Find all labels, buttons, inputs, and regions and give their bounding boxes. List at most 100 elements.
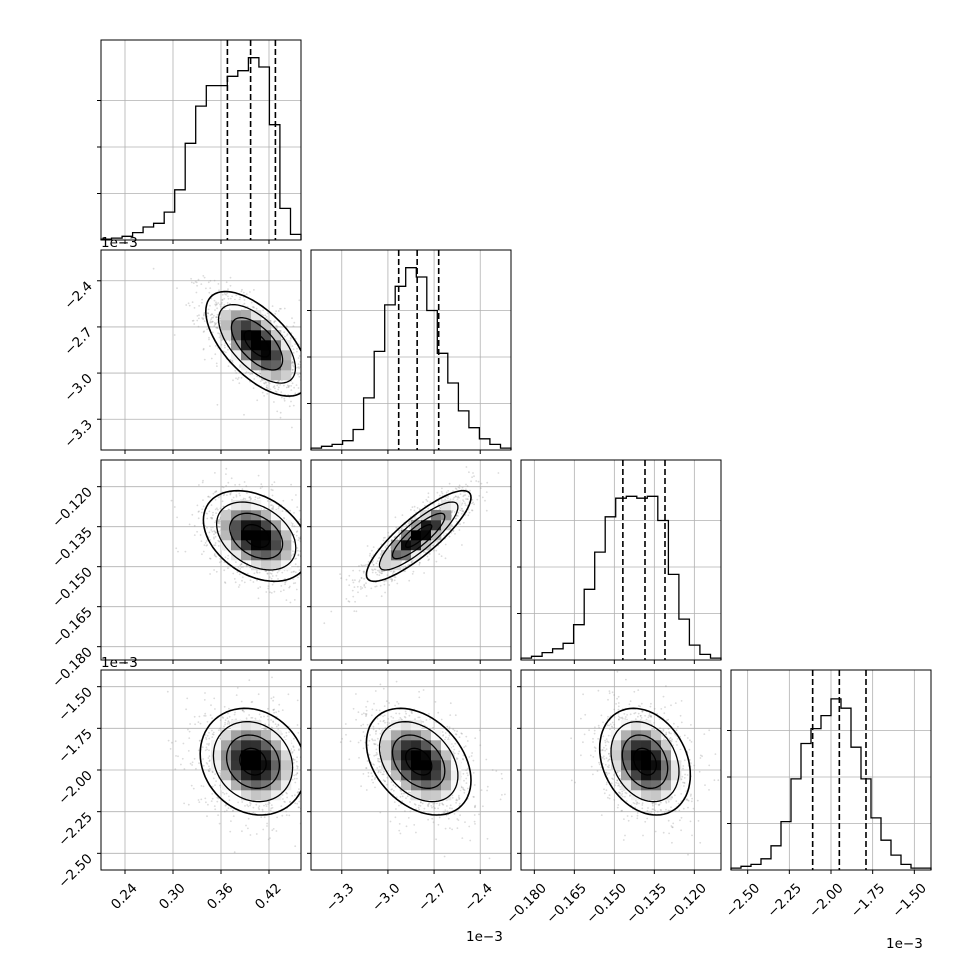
scatter-point	[198, 510, 200, 513]
scatter-point	[244, 498, 247, 500]
scatter-point	[438, 553, 441, 555]
scatter-point	[284, 335, 286, 338]
scatter-point	[207, 308, 210, 311]
scatter-point	[289, 585, 291, 588]
scatter-point	[215, 555, 218, 558]
scatter-point	[435, 560, 438, 563]
scatter-point	[309, 730, 311, 732]
density-cell	[221, 320, 232, 331]
scatter-point	[447, 490, 450, 492]
scatter-point	[234, 581, 237, 584]
scatter-point	[235, 377, 237, 380]
scatter-point	[226, 292, 229, 295]
scatter-point	[198, 801, 201, 803]
scatter-point	[400, 528, 403, 531]
scatter-point	[215, 345, 217, 347]
scatter-point	[280, 391, 283, 393]
scatter-point	[247, 827, 249, 830]
scatter-point	[282, 589, 285, 591]
scatter-point	[264, 570, 267, 572]
scatter-point	[271, 829, 274, 832]
scatter-point	[409, 520, 411, 523]
scatter-point	[201, 298, 204, 301]
scatter-point	[211, 770, 214, 773]
scatter-point	[297, 576, 299, 579]
scatter-point	[216, 403, 219, 406]
scatter-point	[176, 516, 179, 519]
scatter-point	[218, 522, 221, 525]
scatter-point	[169, 748, 172, 750]
scatter-point	[296, 765, 299, 768]
density-cell	[431, 530, 442, 541]
scatter-point	[272, 720, 274, 723]
panel-grid-3-3	[731, 670, 931, 870]
scatter-point	[458, 484, 461, 487]
scatter-point	[270, 807, 273, 810]
scatter-point	[322, 583, 324, 585]
density-cell	[221, 520, 232, 531]
scatter-point	[213, 530, 216, 532]
scatter-point	[297, 363, 300, 365]
scatter-point	[473, 475, 475, 478]
density-cell	[271, 530, 282, 541]
scatter-point	[238, 584, 241, 586]
scatter-point	[302, 573, 304, 575]
scatter-point	[331, 533, 333, 535]
scatter-point	[383, 580, 386, 583]
scatter-point	[445, 496, 447, 499]
panel-grid-1-1	[311, 250, 511, 450]
scatter-point	[267, 838, 270, 841]
scatter-point	[396, 538, 399, 541]
density-cell	[261, 520, 272, 531]
density-cell	[281, 350, 292, 361]
scatter-point	[378, 556, 381, 559]
scatter-point	[209, 345, 211, 347]
scatter-point	[174, 740, 177, 743]
scatter-point	[218, 530, 220, 533]
scatter-point	[229, 493, 232, 495]
scatter-point	[393, 536, 396, 539]
density-cell	[271, 340, 282, 351]
scatter-point	[273, 320, 276, 323]
scatter-point	[246, 492, 248, 494]
scatter-point	[191, 301, 194, 304]
scatter-point	[220, 303, 223, 305]
scatter-point	[218, 521, 221, 524]
scatter-point	[293, 525, 296, 528]
scatter-point	[313, 366, 315, 368]
scatter-point	[294, 845, 297, 848]
scatter-point	[222, 494, 225, 497]
scatter-point	[302, 809, 304, 811]
scatter-point	[227, 297, 230, 300]
scatter-point	[457, 495, 459, 498]
scatter-point	[210, 317, 213, 319]
scatter-point	[422, 551, 425, 553]
scatter-point	[291, 426, 293, 429]
scatter-point	[462, 521, 465, 524]
scatter-point	[239, 568, 242, 570]
scatter-point	[432, 544, 434, 547]
scatter-point	[290, 400, 292, 403]
scatter-point	[477, 480, 480, 483]
scatter-point	[197, 517, 200, 520]
density-cell	[261, 340, 272, 351]
scatter-point	[497, 472, 500, 474]
scatter-point	[267, 587, 270, 590]
scatter-point	[330, 610, 333, 613]
scatter-point	[455, 488, 458, 490]
scatter-point	[275, 711, 277, 714]
scatter-point	[214, 808, 217, 811]
scatter-point	[358, 580, 361, 583]
scatter-point	[257, 597, 260, 600]
scatter-point	[315, 384, 317, 386]
scatter-point	[233, 713, 236, 716]
scatter-point	[216, 313, 219, 316]
scatter-point	[218, 526, 221, 528]
scatter-point	[469, 489, 471, 492]
scatter-point	[292, 746, 295, 749]
scatter-point	[305, 769, 307, 771]
density-cell	[411, 520, 422, 531]
scatter-point	[198, 317, 200, 320]
scatter-point	[261, 313, 263, 316]
scatter-point	[257, 497, 259, 500]
